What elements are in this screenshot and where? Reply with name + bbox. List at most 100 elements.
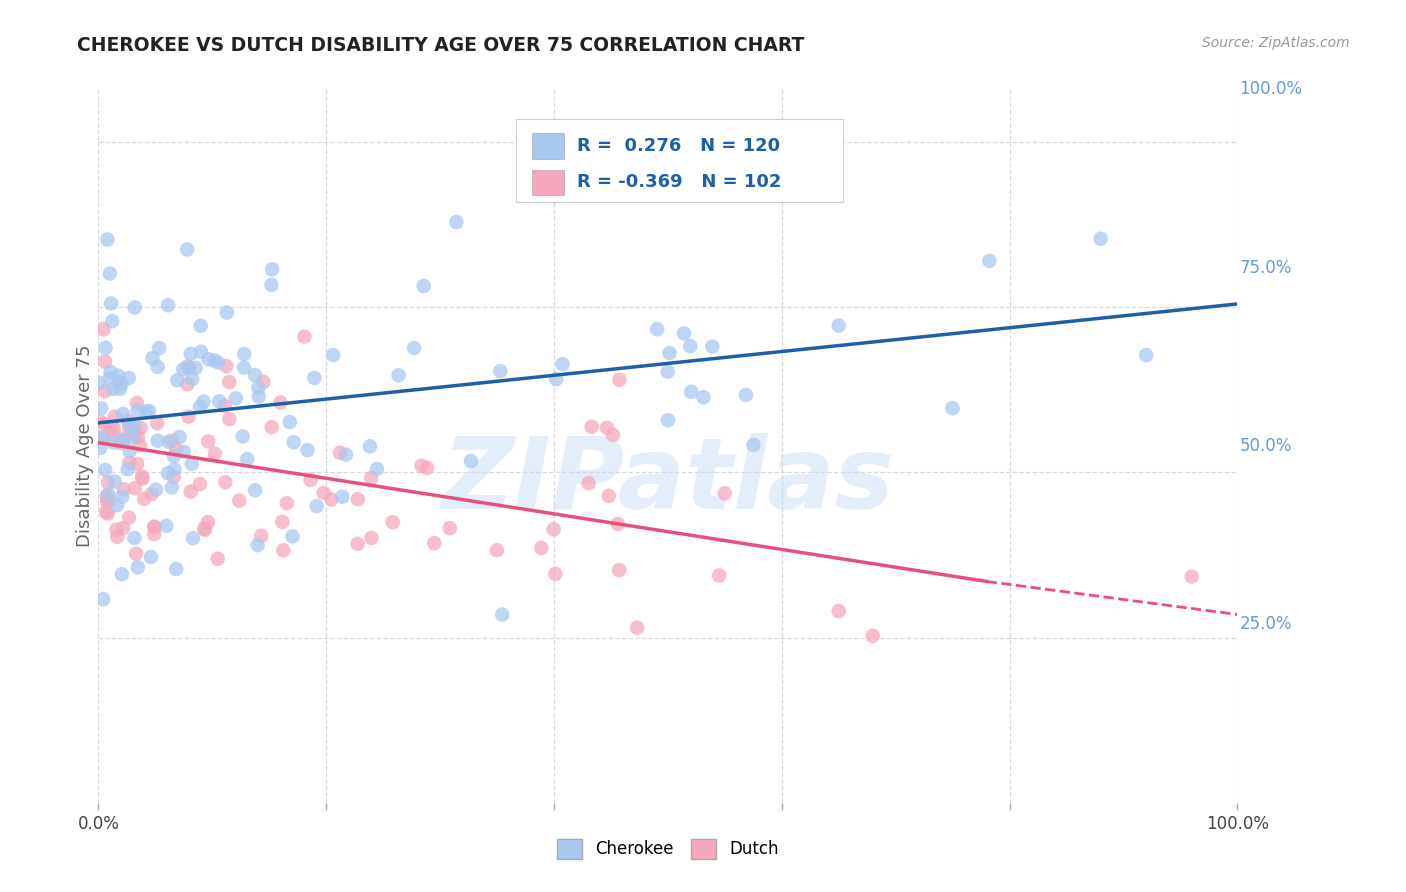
Point — [118, 417, 141, 432]
Point — [101, 314, 124, 328]
Point — [460, 454, 482, 468]
Point — [103, 421, 125, 435]
Point — [214, 399, 236, 413]
Point — [129, 421, 152, 435]
Point — [657, 413, 679, 427]
Point — [702, 340, 724, 354]
Point — [118, 371, 141, 385]
Point — [214, 475, 236, 490]
Point — [141, 487, 163, 501]
Point — [135, 404, 157, 418]
Point — [271, 515, 294, 529]
Point — [96, 493, 118, 508]
Point — [108, 436, 131, 450]
Point — [112, 483, 135, 497]
Point — [278, 415, 301, 429]
Point — [742, 438, 765, 452]
Point — [657, 365, 679, 379]
Point — [188, 400, 211, 414]
Point — [321, 492, 343, 507]
Point — [270, 395, 292, 409]
Point — [163, 462, 186, 476]
Point — [681, 384, 703, 399]
Point — [215, 359, 238, 373]
Point — [160, 480, 183, 494]
Point — [138, 404, 160, 418]
Legend: Cherokee, Dutch: Cherokee, Dutch — [551, 832, 785, 866]
Point — [155, 518, 177, 533]
Point — [131, 472, 153, 486]
Point — [232, 429, 254, 443]
Point — [979, 253, 1001, 268]
Point — [305, 499, 328, 513]
Point — [129, 438, 152, 452]
Point — [111, 490, 134, 504]
Point — [125, 396, 148, 410]
Point — [346, 492, 368, 507]
Point — [89, 441, 111, 455]
Point — [124, 531, 146, 545]
Point — [181, 372, 204, 386]
Point — [218, 412, 240, 426]
Point — [598, 489, 620, 503]
Point — [117, 462, 139, 476]
Point — [169, 430, 191, 444]
Point — [125, 547, 148, 561]
Point — [247, 380, 270, 394]
Point — [679, 339, 702, 353]
Point — [236, 452, 259, 467]
Point — [132, 491, 155, 506]
Point — [94, 341, 117, 355]
Point — [118, 456, 141, 470]
Point — [645, 322, 668, 336]
Point — [179, 361, 201, 376]
Point — [672, 326, 695, 341]
Point — [228, 493, 250, 508]
Point — [143, 520, 166, 534]
Point — [346, 537, 368, 551]
Point — [188, 477, 211, 491]
Point — [139, 549, 162, 564]
Point — [215, 305, 238, 319]
Point — [94, 463, 117, 477]
Point — [546, 372, 568, 386]
Point — [322, 348, 344, 362]
Text: R =  0.276   N = 120: R = 0.276 N = 120 — [576, 137, 780, 155]
Point — [491, 607, 513, 622]
Point — [94, 417, 117, 431]
Point — [90, 401, 112, 416]
Point — [1181, 569, 1204, 583]
Point — [233, 347, 256, 361]
Point — [197, 515, 219, 529]
Point — [359, 439, 381, 453]
Point — [146, 434, 169, 448]
Point — [942, 401, 965, 416]
Point — [108, 382, 131, 396]
Point — [118, 422, 141, 436]
Point — [173, 445, 195, 459]
Point — [90, 430, 112, 444]
Point — [544, 566, 567, 581]
Point — [381, 515, 404, 529]
Point — [190, 344, 212, 359]
Point — [143, 520, 166, 534]
Point — [329, 446, 352, 460]
Text: Source: ZipAtlas.com: Source: ZipAtlas.com — [1202, 36, 1350, 50]
Point — [156, 467, 179, 481]
Point — [387, 368, 409, 383]
Point — [602, 428, 624, 442]
Point — [121, 426, 143, 441]
Point — [446, 215, 468, 229]
Point — [658, 346, 681, 360]
Point — [122, 418, 145, 433]
Point — [828, 604, 851, 618]
Point — [165, 562, 187, 576]
Point — [543, 522, 565, 536]
Point — [157, 298, 180, 312]
Point — [117, 414, 139, 428]
Point — [127, 403, 149, 417]
Point — [247, 389, 270, 403]
Point — [281, 529, 304, 543]
Point — [108, 375, 131, 389]
Point — [177, 409, 200, 424]
